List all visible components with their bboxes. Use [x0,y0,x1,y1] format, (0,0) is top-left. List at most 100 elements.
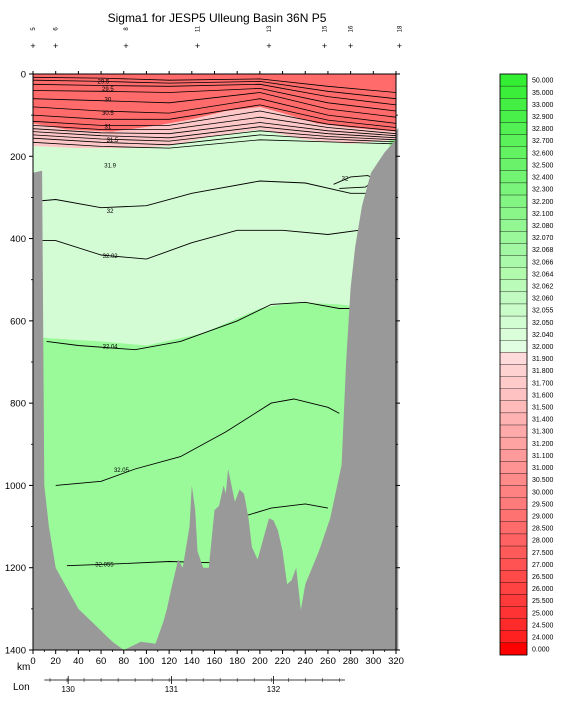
x-tick-label: 260 [320,656,336,667]
legend-label: 33.000 [532,102,554,109]
legend-swatch [499,533,528,547]
station-number: 5 [31,27,37,31]
contour-label: 32 [107,209,114,215]
legend-swatch [499,449,528,462]
x-axis-label: km [17,662,30,673]
color-legend: 50.000 35.000 33.000 32.900 32.800 32.700 32.6… [499,73,554,656]
legend-swatch [499,98,528,111]
legend-label: 26.500 [532,574,554,581]
isopycnal-line-surface [32,116,397,135]
legend-label: 32.100 [532,211,554,218]
legend-swatch [499,170,528,184]
x-tick-label: 300 [365,656,381,667]
legend-label: 32.060 [532,296,554,303]
surface-contour-label: 29.5 [102,87,114,93]
surface-contour-label: 29.5 [97,79,109,85]
legend-label: 31.100 [532,453,554,460]
isopycnal-line-surface [32,110,397,132]
legend-swatch [499,340,528,353]
station-number: 15 [323,25,329,32]
legend-label: 29.000 [532,513,554,520]
legend-swatch [499,424,528,438]
x-tick-label: 180 [229,656,245,667]
legend-label: 31.200 [532,441,554,448]
station-number: 18 [397,25,403,32]
contour-label: 32.04 [103,345,119,351]
y-tick-label: 0 [21,70,26,81]
legend-label: 32.050 [532,320,554,327]
legend-swatch [499,582,528,595]
terrain-right-edge [396,127,399,650]
legend-swatch [499,388,528,401]
isopycnal-line-surface [32,104,397,128]
x-tick-label: 320 [388,656,404,667]
legend-swatch [499,461,528,474]
legend-frame [499,73,528,656]
legend-label: 26.000 [532,586,554,593]
x-tick-label: 160 [207,656,223,667]
legend-swatch [499,110,528,123]
station-marker: + [195,41,200,51]
legend-label: 50.000 [532,78,554,85]
legend-label: 29.500 [532,501,554,508]
legend-label: 25.000 [532,610,554,617]
legend-label: 32.068 [532,247,554,254]
legend-label: 30.500 [532,477,554,484]
legend-label: 32.080 [532,223,554,230]
x-tick-label: 120 [161,656,177,667]
lon-tick-label: 130 [61,685,75,694]
isopycnal-line-surface [32,87,397,112]
station-marker: + [397,41,402,51]
legend-label: 28.000 [532,538,554,545]
legend-swatch [499,509,528,523]
legend-label: 28.500 [532,526,554,533]
legend-swatch [499,231,528,244]
x-axis: km 0 20 40 60 80 100 120 140 160 180 200 220 240 260 2… [17,71,404,673]
legend-label: 32.200 [532,199,554,206]
legend-swatch [499,364,528,377]
y-tick-label: 400 [10,234,26,245]
isopycnal-line-surface [32,139,397,149]
x-tick-label: 140 [184,656,200,667]
isopycnal-line-surface [32,130,397,142]
legend-swatch [499,122,528,135]
legend-swatch [499,376,528,389]
legend-swatch [499,303,528,317]
legend-label: 32.070 [532,235,554,242]
y-tick-label: 200 [10,152,26,163]
legend-label: 31.000 [532,465,554,472]
contour-line [39,227,374,260]
x-tick-label: 240 [297,656,313,667]
legend-swatch [499,291,528,305]
contour-label: 32.02 [103,254,119,260]
legend-swatch [499,570,528,583]
legend-label: 24.000 [532,635,554,642]
legend-swatch [499,521,528,535]
legend-label: 32.800 [532,126,554,133]
legend-swatch [499,630,528,644]
legend-label: 32.900 [532,114,554,121]
legend-swatch [499,134,528,147]
legend-swatch [499,85,528,99]
legend-label: 32.500 [532,162,554,169]
legend-swatch [499,279,528,293]
legend-swatch [499,594,528,607]
y-tick-label: 1000 [5,481,26,492]
legend-swatch [499,642,528,656]
station-marker: + [123,41,128,51]
lon-axis: Lon 130 131 132 [13,676,345,694]
legend-label: 35.000 [532,90,554,97]
legend-label: 0.000 [532,647,550,654]
legend-swatch [499,219,528,232]
legend-label: 31.300 [532,429,554,436]
isopycnal-line-surface [32,122,397,137]
legend-swatch [499,328,528,341]
legend-swatch [499,545,528,559]
isopycnal-line-surface [32,76,397,93]
legend-swatch [499,473,528,486]
legend-swatch [499,146,528,159]
isopycnal-line-surface [32,83,397,106]
surface-contour-label: 31 [105,124,112,130]
station-number: 6 [54,27,60,31]
legend-label: 31.500 [532,405,554,412]
